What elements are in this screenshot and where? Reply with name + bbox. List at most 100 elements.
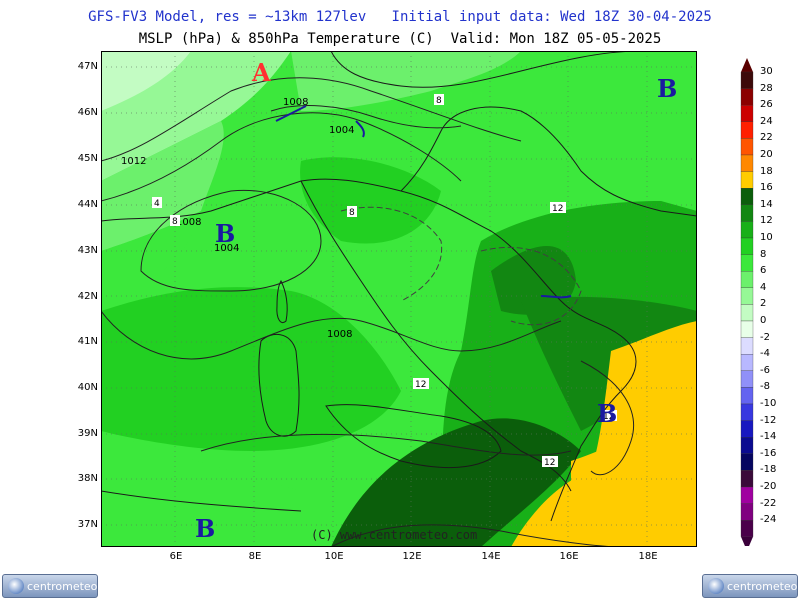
colorbar-label: 28 (760, 82, 773, 94)
lat-label: 46N (77, 107, 98, 118)
temperature-colorbar (740, 58, 754, 546)
isobar-label: 1008 (327, 329, 352, 340)
map-title-line1: GFS-FV3 Model, res = ~13km 127lev Initia… (88, 9, 712, 25)
colorbar-label: -2 (760, 331, 770, 343)
isobar-label: 1008 (176, 217, 201, 228)
colorbar-swatch (740, 71, 754, 89)
colorbar-label: -16 (760, 447, 777, 459)
colorbar-swatch (740, 237, 754, 255)
lon-label: 14E (481, 551, 501, 562)
colorbar-label: -12 (760, 414, 777, 426)
colorbar-label: -24 (760, 514, 777, 526)
weather-map: 1012 1008 1004 1004 1008 1008 8 8 8 12 1… (101, 51, 697, 547)
colorbar-label: 18 (760, 165, 773, 177)
low-pressure-center: B (597, 399, 617, 428)
lat-label: 39N (77, 428, 98, 439)
colorbar-label: 24 (760, 115, 773, 127)
centrometeo-logo-left[interactable]: centrometeo (2, 574, 98, 598)
lon-label: 10E (324, 551, 344, 562)
colorbar-label: 30 (760, 66, 773, 77)
colorbar-label: -18 (760, 464, 777, 476)
colorbar-label: 4 (760, 281, 767, 293)
lon-label: 12E (402, 551, 422, 562)
colorbar-label: 0 (760, 315, 767, 326)
lat-label: 45N (77, 153, 98, 164)
lon-label: 16E (559, 551, 579, 562)
colorbar-swatch (740, 354, 754, 371)
lon-label: 8E (248, 551, 262, 562)
low-pressure-center: B (215, 219, 235, 248)
colorbar-swatch (740, 287, 754, 305)
isotherm-label: 8 (436, 96, 442, 106)
colorbar-swatch (740, 154, 754, 172)
colorbar-label: 20 (760, 149, 773, 160)
colorbar-swatch (740, 486, 754, 504)
colorbar-swatch (740, 503, 754, 521)
colorbar-label: 10 (760, 232, 773, 243)
isotherm-label: 12 (544, 458, 555, 468)
colorbar-swatch (740, 470, 754, 488)
colorbar-swatch (740, 453, 754, 471)
colorbar-swatch (740, 320, 754, 338)
colorbar-label: 26 (760, 99, 773, 111)
colorbar-swatch (740, 138, 754, 156)
logo-right-text: centrometeo (727, 580, 798, 593)
centrometeo-logo-right[interactable]: centrometeo (702, 574, 798, 598)
lat-label: 47N (77, 61, 98, 72)
map-title-line2: MSLP (hPa) & 850hPa Temperature (C) Vali… (138, 31, 662, 47)
colorbar-label: 16 (760, 182, 773, 194)
isotherm-label: 12 (552, 204, 563, 214)
colorbar-label: 8 (760, 248, 767, 260)
lat-label: 43N (77, 245, 98, 256)
colorbar-swatch (740, 105, 754, 122)
colorbar-label: -14 (760, 431, 777, 443)
high-pressure-center: A (251, 58, 271, 87)
colorbar-swatch (740, 403, 754, 421)
colorbar-label: -22 (760, 497, 777, 509)
colorbar-swatch (740, 420, 754, 438)
lat-label: 40N (77, 382, 98, 393)
colorbar-label: -4 (760, 348, 770, 360)
colorbar-label: 6 (760, 265, 767, 277)
colorbar-swatch (740, 437, 754, 454)
colorbar-bottom-arrow (741, 536, 753, 546)
lat-label: 37N (77, 519, 98, 530)
colorbar-label: 22 (760, 132, 773, 144)
low-pressure-center: B (195, 514, 215, 543)
lat-label: 41N (77, 336, 98, 347)
isobar-label: 1004 (214, 243, 239, 254)
colorbar-swatch (740, 171, 754, 189)
colorbar-label: 2 (760, 298, 767, 310)
isotherm-label: 4 (154, 199, 160, 209)
isotherm-label: 8 (172, 217, 178, 227)
colorbar-label: -8 (760, 381, 770, 393)
colorbar-label: -6 (760, 364, 770, 376)
logo-left-text: centrometeo (27, 580, 98, 593)
colorbar-swatch (740, 520, 754, 537)
isotherm-label: 12 (415, 380, 426, 390)
globe-icon (708, 578, 724, 594)
colorbar-swatch (740, 370, 754, 388)
isotherm-label: 12 (603, 412, 614, 422)
watermark: (C) www.centrometeo.com (311, 528, 477, 542)
lat-label: 42N (77, 291, 98, 302)
colorbar-top-arrow (741, 58, 753, 72)
colorbar-swatch (740, 254, 754, 272)
colorbar-label: 12 (760, 215, 773, 227)
colorbar-swatch (740, 271, 754, 288)
colorbar-swatch (740, 337, 754, 355)
isobar-label: 1004 (329, 125, 354, 136)
colorbar-label: 14 (760, 198, 773, 210)
lon-label: 18E (638, 551, 658, 562)
colorbar-swatch (740, 387, 754, 405)
isobar-label: 1012 (121, 156, 146, 167)
colorbar-swatch (740, 204, 754, 222)
lat-label: 44N (77, 199, 98, 210)
lon-label: 6E (169, 551, 183, 562)
colorbar-label: -20 (760, 481, 777, 492)
lat-label: 38N (77, 473, 98, 484)
isotherm-label: 8 (349, 208, 355, 218)
colorbar-swatch (740, 304, 754, 322)
colorbar-swatch (740, 188, 754, 205)
low-pressure-center: B (657, 74, 677, 103)
